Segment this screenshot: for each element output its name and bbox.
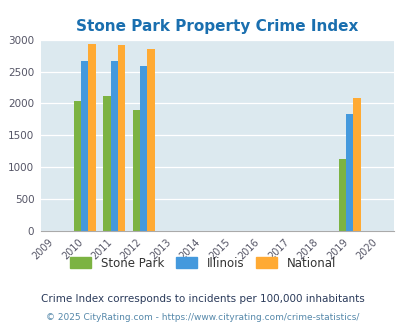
Bar [88, 44, 96, 231]
Bar [338, 159, 345, 231]
Bar [81, 61, 88, 231]
Bar [117, 45, 125, 231]
Bar [345, 114, 352, 231]
Bar [352, 98, 360, 231]
Bar [74, 102, 81, 231]
Bar [140, 66, 147, 231]
Legend: Stone Park, Illinois, National: Stone Park, Illinois, National [70, 257, 335, 270]
Text: Crime Index corresponds to incidents per 100,000 inhabitants: Crime Index corresponds to incidents per… [41, 294, 364, 304]
Bar [132, 110, 140, 231]
Bar [147, 49, 154, 231]
Bar [110, 61, 117, 231]
Title: Stone Park Property Crime Index: Stone Park Property Crime Index [76, 19, 358, 34]
Text: © 2025 CityRating.com - https://www.cityrating.com/crime-statistics/: © 2025 CityRating.com - https://www.city… [46, 313, 359, 322]
Bar [103, 96, 110, 231]
